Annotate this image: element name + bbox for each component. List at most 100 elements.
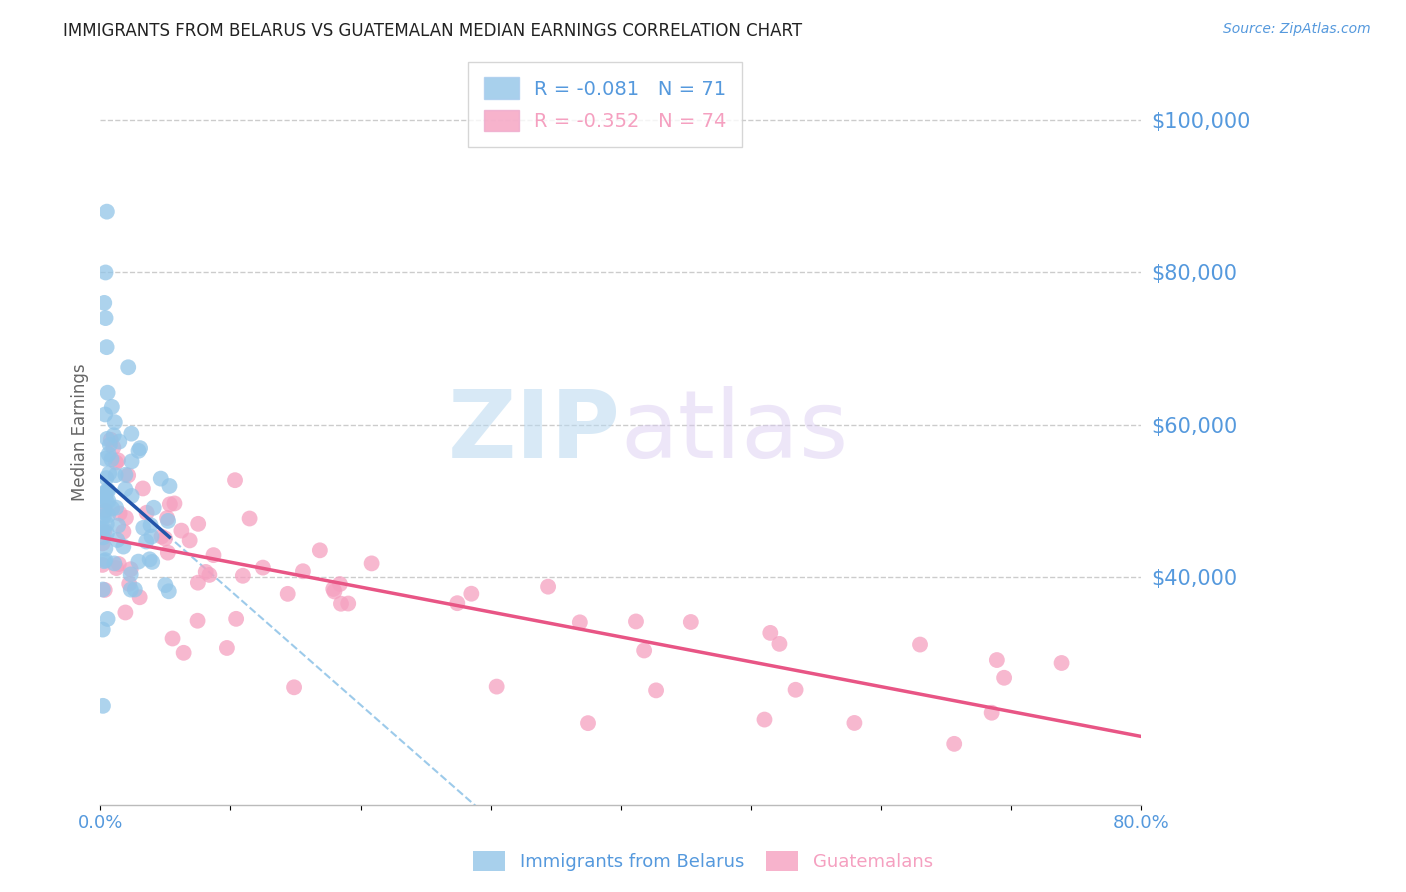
Point bbox=[93, 524, 115, 539]
Point bbox=[117, 468, 139, 483]
Point bbox=[138, 552, 160, 566]
Point bbox=[112, 540, 135, 554]
Point bbox=[157, 514, 180, 528]
Point bbox=[107, 453, 129, 467]
Text: IMMIGRANTS FROM BELARUS VS GUATEMALAN MEDIAN EARNINGS CORRELATION CHART: IMMIGRANTS FROM BELARUS VS GUATEMALAN ME… bbox=[63, 22, 803, 40]
Point bbox=[132, 521, 155, 535]
Point bbox=[277, 587, 299, 601]
Point bbox=[101, 400, 124, 414]
Point bbox=[337, 597, 360, 611]
Point bbox=[107, 518, 129, 533]
Point bbox=[127, 555, 149, 569]
Point bbox=[97, 508, 120, 523]
Point bbox=[91, 530, 114, 544]
Point bbox=[308, 543, 330, 558]
Point bbox=[759, 626, 782, 640]
Point bbox=[104, 468, 127, 483]
Point bbox=[104, 456, 127, 470]
Point bbox=[624, 615, 647, 629]
Point bbox=[103, 428, 125, 442]
Text: ZIP: ZIP bbox=[449, 386, 621, 478]
Point bbox=[101, 501, 124, 516]
Point bbox=[97, 385, 120, 400]
Point bbox=[155, 578, 177, 592]
Point bbox=[112, 524, 135, 539]
Point bbox=[159, 497, 181, 511]
Point bbox=[105, 561, 128, 575]
Point bbox=[330, 597, 353, 611]
Point bbox=[97, 612, 120, 626]
Point bbox=[225, 612, 247, 626]
Point bbox=[980, 706, 1002, 720]
Point bbox=[97, 447, 120, 461]
Point bbox=[121, 454, 143, 468]
Point bbox=[142, 500, 165, 515]
Point bbox=[117, 360, 139, 375]
Point bbox=[576, 716, 599, 731]
Point bbox=[360, 557, 382, 571]
Point bbox=[135, 506, 157, 520]
Point bbox=[252, 560, 274, 574]
Point bbox=[768, 637, 790, 651]
Point bbox=[132, 482, 155, 496]
Point bbox=[97, 483, 120, 498]
Point bbox=[115, 511, 138, 525]
Point bbox=[135, 534, 157, 549]
Point bbox=[993, 671, 1015, 685]
Point bbox=[645, 683, 668, 698]
Point bbox=[754, 713, 776, 727]
Point bbox=[96, 471, 118, 485]
Point bbox=[114, 482, 136, 496]
Point bbox=[121, 489, 143, 503]
Point bbox=[96, 494, 118, 508]
Point bbox=[91, 623, 114, 637]
Point bbox=[94, 553, 117, 567]
Point bbox=[141, 530, 163, 544]
Point bbox=[96, 483, 118, 497]
Point bbox=[103, 441, 125, 455]
Point bbox=[98, 467, 121, 481]
Point bbox=[322, 582, 344, 596]
Point bbox=[94, 541, 117, 556]
Point bbox=[329, 577, 352, 591]
Point bbox=[94, 451, 117, 466]
Point bbox=[679, 615, 702, 629]
Point bbox=[446, 596, 468, 610]
Point bbox=[100, 433, 122, 447]
Point bbox=[323, 584, 346, 599]
Point bbox=[93, 582, 115, 597]
Point bbox=[159, 479, 181, 493]
Point bbox=[103, 557, 125, 571]
Point bbox=[460, 587, 482, 601]
Point bbox=[163, 496, 186, 510]
Point bbox=[104, 415, 127, 429]
Point bbox=[96, 432, 118, 446]
Point bbox=[90, 493, 112, 508]
Point bbox=[128, 591, 150, 605]
Point bbox=[107, 557, 129, 571]
Point bbox=[633, 643, 655, 657]
Point bbox=[198, 568, 221, 582]
Point bbox=[224, 473, 246, 487]
Point bbox=[93, 522, 115, 536]
Point bbox=[94, 408, 117, 422]
Point bbox=[239, 511, 262, 525]
Point bbox=[98, 438, 121, 452]
Point bbox=[91, 536, 114, 550]
Point bbox=[156, 511, 179, 525]
Point bbox=[485, 680, 508, 694]
Point bbox=[908, 638, 931, 652]
Point bbox=[170, 524, 193, 538]
Point bbox=[97, 494, 120, 508]
Point bbox=[139, 518, 162, 533]
Legend: Immigrants from Belarus, Guatemalans: Immigrants from Belarus, Guatemalans bbox=[465, 844, 941, 879]
Point bbox=[149, 472, 172, 486]
Point bbox=[568, 615, 591, 630]
Point bbox=[215, 640, 238, 655]
Point bbox=[93, 505, 115, 519]
Point bbox=[128, 443, 150, 458]
Point bbox=[96, 204, 118, 219]
Point bbox=[202, 548, 225, 562]
Point bbox=[141, 555, 163, 569]
Point bbox=[120, 562, 142, 576]
